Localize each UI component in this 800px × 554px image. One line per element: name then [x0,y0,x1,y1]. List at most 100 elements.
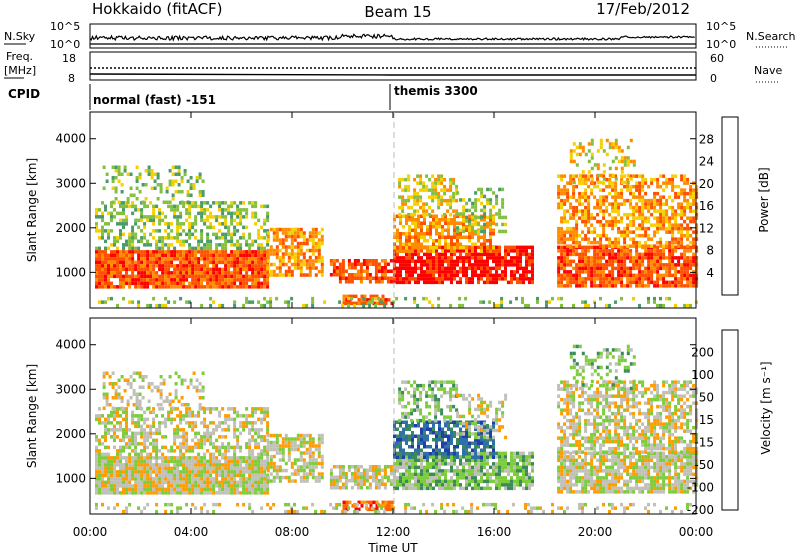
heatmap-cell [420,270,423,274]
heatmap-cell [155,239,159,244]
heatmap-cell [416,198,420,203]
heatmap-cell [266,271,270,275]
heatmap-cell [233,285,237,289]
heatmap-cell [557,263,561,267]
heatmap-cell [263,274,267,279]
heatmap-cell [614,188,618,192]
heatmap-cell [489,212,493,216]
heatmap-cell [563,188,567,192]
heatmap-cell [185,459,189,464]
heatmap-cell [408,249,411,253]
heatmap-cell [596,284,600,288]
heatmap-cell [257,232,261,237]
heatmap-cell [281,231,285,235]
heatmap-cell [260,417,264,422]
heatmap-cell [245,271,249,275]
heatmap-cell [462,226,466,230]
heatmap-cell [236,278,240,282]
heatmap-cell [177,399,181,403]
heatmap-cell [492,252,495,257]
heatmap-cell [162,378,166,382]
heatmap-cell [608,145,612,150]
heatmap-cell [444,221,447,225]
heatmap-cell [146,487,150,492]
heatmap-cell [587,240,591,245]
heatmap-cell [197,445,201,450]
heatmap-cell [263,281,267,286]
heatmap-cell [263,250,267,254]
heatmap-cell [560,240,564,245]
heatmap-cell [173,477,177,481]
heatmap-cell [194,445,198,450]
heatmap-cell [221,211,225,216]
heatmap-cell [155,260,159,265]
freq-tick-bottom: 8 [68,72,75,85]
heatmap-cell [197,243,201,247]
heatmap-cell [674,212,678,217]
heatmap-cell [459,228,462,232]
heatmap-cell [192,183,196,187]
heatmap-cell [317,248,321,253]
heatmap-cell [114,382,118,386]
heatmap-cell [308,238,312,242]
heatmap-cell [587,256,591,260]
heatmap-cell [152,431,156,436]
heatmap-cell [135,392,139,396]
heatmap-cell [519,273,522,278]
heatmap-cell [665,209,669,213]
heatmap-cell [560,256,564,260]
heatmap-cell [95,264,98,268]
heatmap-cell [113,215,116,219]
heatmap-cell [95,225,98,230]
heatmap-cell [435,263,438,267]
heatmap-cell [218,222,222,226]
heatmap-cell [422,202,426,206]
heatmap-cell [444,277,447,281]
heatmap-cell [284,273,288,277]
heatmap-cell [221,215,225,219]
heatmap-cell [266,440,270,445]
heatmap-cell [107,246,110,251]
heatmap-cell [683,191,687,196]
heatmap-cell [260,473,264,478]
heatmap-cell [179,271,183,275]
heatmap-cell [107,232,110,237]
heatmap-cell [146,484,150,488]
heatmap-cell [171,172,175,176]
heatmap-cell [411,259,414,264]
heatmap-cell [129,186,133,190]
heatmap-cell [641,259,645,264]
heatmap-cell [116,428,119,432]
heatmap-cell [215,201,219,205]
heatmap-cell [128,300,132,304]
heatmap-cell [266,438,270,443]
heatmap-cell [170,491,174,495]
heatmap-cell [590,152,594,157]
heatmap-cell [662,303,665,308]
heatmap-cell [218,435,222,439]
heatmap-cell [444,252,447,257]
heatmap-cell [569,156,573,160]
heatmap-cell [98,281,101,286]
heatmap-cell [441,270,444,274]
heatmap-cell [689,188,693,192]
heatmap-cell [111,165,115,169]
heatmap-cell [185,407,189,411]
heatmap-cell [248,428,252,432]
heatmap-cell [453,214,456,218]
heatmap-cell [198,190,202,194]
heatmap-cell [221,442,225,446]
heatmap-cell [299,262,303,267]
heatmap-cell [459,256,462,260]
heatmap-cell [209,204,213,209]
heatmap-cell [504,252,507,257]
heatmap-cell [581,256,585,260]
heatmap-cell [401,209,405,213]
heatmap-cell [596,240,600,245]
heatmap-cell [263,463,267,467]
heatmap-cell [101,487,104,492]
heatmap-cell [617,263,621,267]
heatmap-cell [218,274,222,279]
heatmap-cell [602,212,606,217]
heatmap-cell [245,281,249,286]
